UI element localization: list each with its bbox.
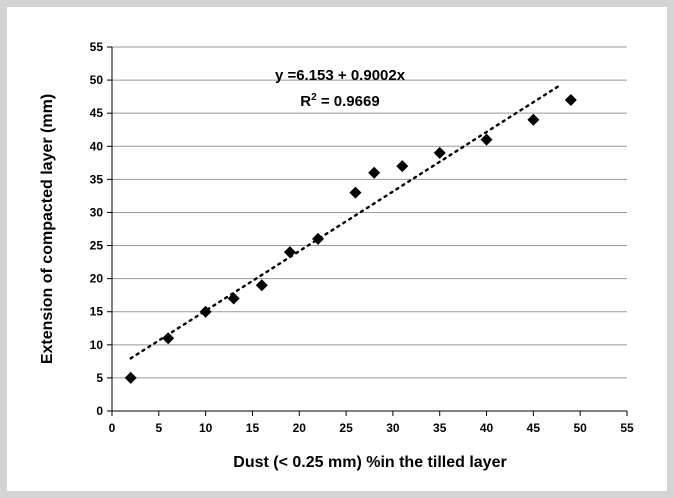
gridlines	[112, 46, 627, 379]
data-point	[312, 232, 324, 245]
data-point	[527, 113, 540, 126]
x-tick-label: 45	[527, 421, 541, 435]
y-tick-label: 0	[96, 404, 103, 418]
y-tick-label: 50	[90, 73, 104, 87]
data-point	[255, 279, 268, 292]
r-squared-label: R2 = 0.9669	[300, 92, 379, 110]
r-squared-r: R	[300, 93, 311, 110]
y-axis-title: Extension of compacted layer (mm)	[39, 94, 56, 364]
y-tick-label: 20	[90, 272, 104, 286]
data-point	[124, 371, 137, 384]
data-point	[433, 146, 446, 159]
x-tick-label: 25	[339, 421, 353, 435]
x-tick-label: 55	[620, 421, 634, 435]
axes	[107, 46, 628, 416]
data-point	[349, 186, 362, 199]
x-tick-label: 20	[293, 421, 307, 435]
equation-label: y =6.153 + 0.9002x	[275, 67, 406, 84]
x-tick-label: 50	[574, 421, 588, 435]
y-tick-label: 35	[90, 172, 104, 186]
data-point	[227, 292, 240, 305]
data-point	[368, 166, 381, 179]
data-point	[480, 133, 493, 146]
data-point	[199, 305, 212, 318]
y-tick-label: 15	[90, 305, 104, 319]
data-point	[564, 93, 577, 106]
x-axis-title: Dust (< 0.25 mm) %in the tilled layer	[233, 454, 506, 471]
y-tick-label: 45	[90, 106, 104, 120]
x-tick-label: 40	[480, 421, 494, 435]
x-tick-label: 0	[109, 421, 116, 435]
y-tick-label: 30	[90, 205, 104, 219]
y-tick-label: 55	[90, 40, 104, 54]
data-point	[283, 246, 296, 259]
x-tick-label: 15	[246, 421, 260, 435]
x-tick-label: 10	[199, 421, 213, 435]
x-tick-label: 30	[386, 421, 400, 435]
data-points	[124, 93, 577, 384]
r-squared-value: = 0.9669	[317, 93, 380, 110]
x-tick-label: 35	[433, 421, 447, 435]
data-point	[162, 332, 175, 345]
y-tick-label: 40	[90, 139, 104, 153]
y-tick-label: 5	[96, 371, 103, 385]
r-squared-superscript: 2	[311, 92, 317, 103]
plot-area	[112, 47, 627, 411]
tick-labels: 0 5 10 15 20 25 30 35 40 45 50 55 0 5 10 15 20 25 30 35 40 45…	[90, 40, 634, 435]
y-tick-label: 25	[90, 239, 104, 253]
x-tick-label: 5	[155, 421, 162, 435]
y-tick-label: 10	[90, 338, 104, 352]
data-point	[396, 160, 409, 173]
